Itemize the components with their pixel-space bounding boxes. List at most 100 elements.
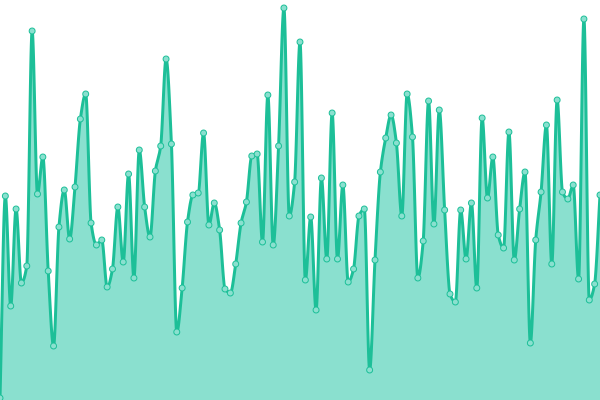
data-point: [23, 262, 31, 270]
data-point: [505, 128, 513, 136]
data-point: [269, 241, 277, 249]
data-point: [39, 153, 47, 161]
data-point: [537, 188, 545, 196]
data-point: [585, 296, 593, 304]
data-point: [7, 302, 15, 310]
data-point: [259, 238, 266, 246]
data-point: [591, 280, 599, 288]
data-point: [457, 206, 465, 214]
area-fill: [0, 8, 600, 400]
data-point: [382, 134, 390, 142]
data-point: [467, 199, 475, 207]
data-point: [60, 186, 68, 194]
data-point: [376, 168, 384, 176]
data-point: [44, 267, 52, 275]
data-point: [109, 265, 116, 273]
data-point: [430, 220, 438, 228]
data-point: [307, 213, 315, 221]
data-point: [264, 91, 272, 99]
data-point: [387, 111, 395, 119]
data-point: [28, 27, 36, 35]
data-point: [494, 231, 502, 239]
data-point: [446, 290, 454, 298]
data-point: [200, 129, 208, 137]
data-point: [1, 192, 9, 200]
data-point: [253, 150, 261, 158]
data-point: [55, 223, 63, 231]
data-point: [130, 274, 138, 282]
data-point: [285, 212, 293, 220]
data-point: [50, 342, 58, 350]
data-point: [291, 178, 299, 186]
data-point: [296, 38, 304, 46]
data-point: [344, 278, 352, 286]
data-point: [12, 205, 20, 213]
data-point: [317, 174, 325, 182]
data-point: [403, 90, 411, 98]
data-point: [580, 15, 588, 23]
data-point: [462, 255, 470, 263]
data-point: [419, 237, 427, 245]
data-point: [173, 328, 181, 336]
data-point: [157, 142, 165, 150]
data-point: [355, 212, 363, 220]
data-point: [237, 219, 245, 227]
data-point: [339, 181, 347, 189]
data-point: [532, 236, 540, 244]
data-point: [409, 133, 416, 141]
data-point: [596, 191, 600, 199]
data-point: [360, 205, 368, 213]
data-point: [162, 55, 170, 63]
data-point: [398, 212, 406, 220]
data-point: [441, 206, 449, 214]
data-point: [500, 244, 508, 252]
data-point: [510, 256, 518, 264]
data-point: [328, 109, 336, 117]
data-point: [521, 168, 529, 176]
data-point: [141, 203, 149, 211]
data-point: [87, 219, 95, 227]
data-point: [350, 265, 358, 273]
data-point: [553, 96, 561, 104]
data-point: [167, 140, 175, 148]
data-point: [334, 255, 341, 263]
data-point: [119, 258, 127, 266]
data-point: [184, 218, 191, 226]
data-point: [82, 90, 90, 98]
data-point: [92, 241, 100, 249]
data-point: [98, 236, 106, 244]
data-point: [125, 170, 133, 178]
data-point: [312, 306, 320, 314]
data-point: [146, 233, 154, 241]
data-point: [66, 235, 74, 243]
data-point: [489, 153, 497, 161]
data-point: [103, 283, 111, 291]
data-point: [232, 260, 240, 268]
data-point: [484, 194, 491, 202]
data-point: [451, 298, 459, 306]
data-point: [575, 275, 583, 283]
data-point: [71, 183, 79, 191]
data-point: [17, 279, 25, 287]
data-point: [178, 284, 186, 292]
data-point: [151, 167, 159, 175]
data-point: [366, 366, 374, 374]
data-point: [559, 188, 566, 196]
data-point: [34, 190, 41, 198]
data-point: [301, 276, 309, 284]
data-point: [414, 274, 422, 282]
data-point: [216, 226, 224, 234]
data-points: [0, 4, 600, 400]
data-point: [242, 198, 250, 206]
data-point: [425, 97, 433, 105]
data-point: [542, 121, 550, 129]
data-point: [135, 146, 143, 154]
data-point: [478, 114, 486, 122]
data-point: [226, 289, 234, 297]
data-point: [221, 285, 229, 293]
data-point: [76, 115, 84, 123]
data-point: [371, 256, 379, 264]
data-point: [194, 189, 202, 197]
data-point: [114, 203, 122, 211]
